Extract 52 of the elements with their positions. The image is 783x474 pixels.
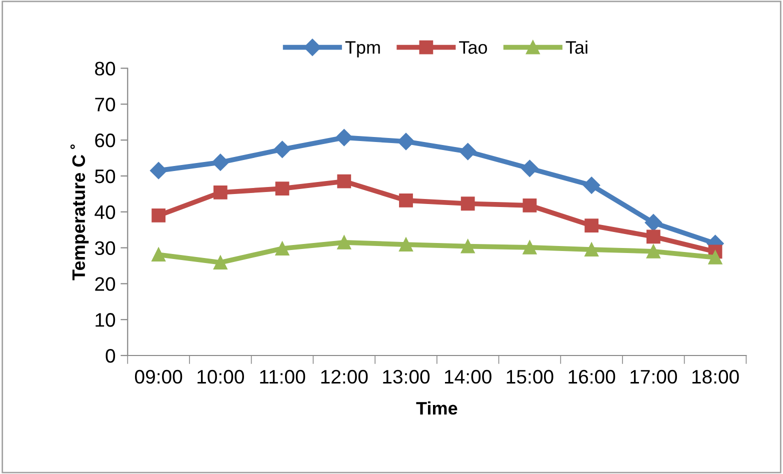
- point: [150, 162, 168, 180]
- x-tick-label: 10:00: [198, 370, 244, 384]
- point: [274, 140, 291, 158]
- point: [584, 218, 598, 232]
- y-tick-label: 70: [95, 98, 116, 112]
- point: [646, 230, 660, 244]
- y-tick-label: 60: [95, 134, 116, 148]
- legend-label: Tpm: [345, 41, 380, 58]
- point: [521, 160, 538, 177]
- point: [644, 214, 662, 232]
- point: [337, 235, 352, 250]
- x-tick-label: 12:00: [321, 370, 368, 384]
- point: [460, 239, 475, 254]
- point: [459, 143, 476, 160]
- x-tick-label: 13:00: [383, 370, 430, 384]
- point: [522, 198, 537, 212]
- point: [152, 248, 166, 262]
- point: [213, 256, 228, 270]
- point: [397, 132, 415, 150]
- y-tick-label: 80: [95, 62, 116, 76]
- x-axis-title: Time: [416, 401, 458, 415]
- point: [399, 238, 413, 252]
- y-tick-label: 20: [95, 277, 116, 291]
- point: [336, 129, 353, 146]
- x-tick-label: 17:00: [630, 370, 677, 384]
- point: [212, 154, 229, 171]
- point: [213, 186, 228, 200]
- y-tick-label: 10: [96, 313, 116, 327]
- point: [584, 242, 598, 257]
- x-tick-label: 14:00: [445, 370, 492, 384]
- point: [708, 250, 722, 264]
- y-tick-label: 0: [106, 348, 116, 363]
- x-tick-label: 16:00: [568, 370, 616, 384]
- point: [152, 208, 166, 222]
- y-tick-label: 30: [94, 241, 116, 256]
- point: [522, 240, 537, 254]
- y-tick-label: 40: [94, 205, 116, 220]
- point: [583, 176, 600, 194]
- point: [275, 182, 290, 196]
- x-tick-label: 11:00: [260, 370, 306, 384]
- x-tick-label: 18:00: [692, 370, 739, 384]
- x-tick-label: 15:00: [506, 370, 554, 384]
- point: [460, 196, 475, 211]
- x-tick-label: 09:00: [134, 370, 182, 384]
- legend-label: Tao: [459, 41, 488, 54]
- point: [337, 174, 352, 188]
- point: [275, 242, 290, 256]
- y-tick-label: 50: [94, 169, 116, 184]
- point: [646, 244, 660, 258]
- point: [399, 193, 413, 208]
- y-axis-title: Temperature C ˚: [70, 144, 89, 280]
- legend-label: Tai: [566, 40, 588, 54]
